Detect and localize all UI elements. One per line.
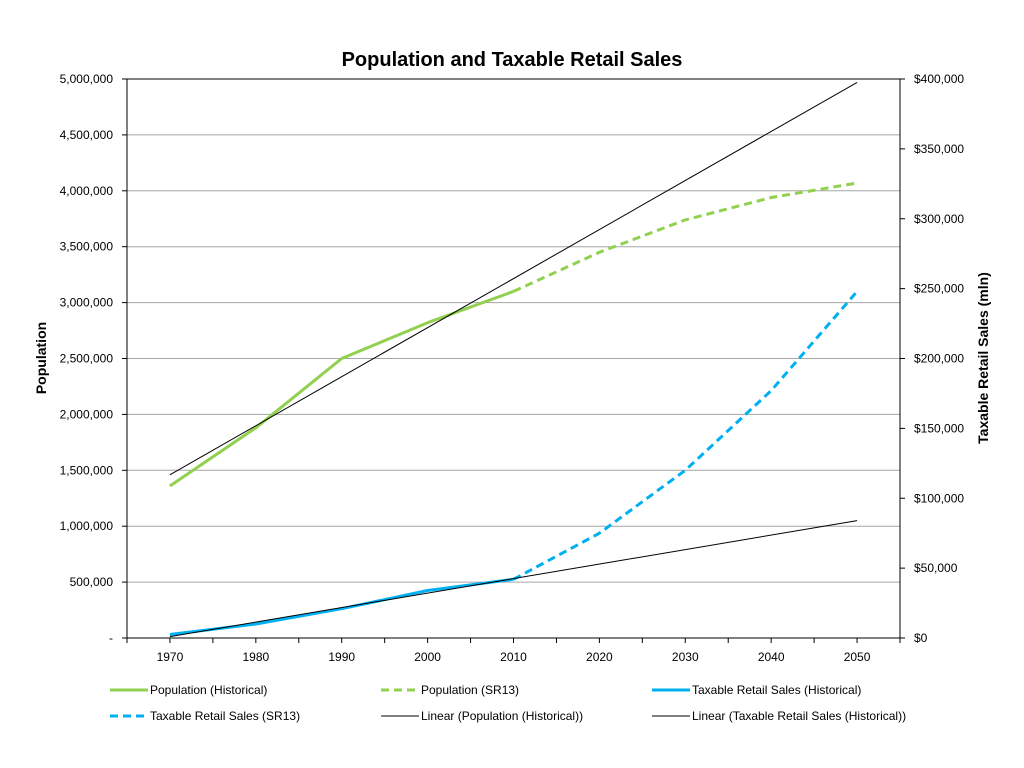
series-line [169, 289, 515, 488]
series-line [169, 577, 514, 636]
x-tick-label: 2020 [586, 650, 613, 664]
series-line [169, 520, 858, 638]
y-tick-label: - [109, 631, 113, 645]
x-tick-label: 1970 [157, 650, 184, 664]
y-axis-left: - 500,000 1,000,000 1,500,000 2,000,000 2,500… [60, 72, 127, 645]
series-line [169, 81, 858, 476]
y2-tick-label: $50,000 [914, 561, 958, 575]
legend-label: Population (SR13) [421, 683, 519, 697]
series-line [512, 181, 858, 293]
series-layer [169, 81, 859, 638]
y2-tick-label: $150,000 [914, 421, 964, 435]
y2-tick-label: $200,000 [914, 352, 964, 366]
y-axis-title: Population [33, 322, 49, 394]
legend-label: Taxable Retail Sales (Historical) [692, 683, 861, 697]
y2-tick-label: $350,000 [914, 142, 964, 156]
x-tick-label: 2010 [500, 650, 527, 664]
y-tick-label: 2,500,000 [60, 352, 114, 366]
legend: Population (Historical) Population (SR13)… [110, 683, 906, 723]
y2-tick-label: $250,000 [914, 282, 964, 296]
x-tick-label: 1990 [328, 650, 355, 664]
y-tick-label: 4,500,000 [60, 128, 114, 142]
x-tick-label: 2050 [844, 650, 871, 664]
y-tick-label: 1,500,000 [60, 463, 114, 477]
y-tick-label: 5,000,000 [60, 72, 114, 86]
y2-tick-label: $300,000 [914, 212, 964, 226]
y2-tick-label: $0 [914, 631, 928, 645]
legend-label: Linear (Taxable Retail Sales (Historical… [692, 709, 906, 723]
y2-axis-title: Taxable Retail Sales (mln) [975, 272, 991, 444]
y-tick-label: 3,500,000 [60, 240, 114, 254]
y2-tick-label: $100,000 [914, 491, 964, 505]
x-tick-label: 2040 [758, 650, 785, 664]
series-line [512, 290, 859, 581]
x-axis: 1970 1980 1990 2000 2010 2020 2030 2040 2050 [126, 638, 901, 664]
chart-title: Population and Taxable Retail Sales [342, 49, 683, 71]
y-tick-label: 2,000,000 [60, 407, 114, 421]
gridlines [127, 134, 900, 583]
y-tick-label: 500,000 [70, 575, 114, 589]
y-tick-label: 1,000,000 [60, 519, 114, 533]
y-tick-label: 4,000,000 [60, 184, 114, 198]
x-tick-label: 2000 [414, 650, 441, 664]
legend-label: Linear (Population (Historical)) [421, 709, 583, 723]
x-tick-label: 1980 [242, 650, 269, 664]
legend-label: Taxable Retail Sales (SR13) [150, 709, 300, 723]
y-tick-label: 3,000,000 [60, 296, 114, 310]
x-tick-label: 2030 [672, 650, 699, 664]
y2-tick-label: $400,000 [914, 72, 964, 86]
y-axis-right: $0 $50,000 $100,000 $150,000 $200,000 $250,00… [900, 72, 964, 645]
legend-label: Population (Historical) [150, 683, 267, 697]
